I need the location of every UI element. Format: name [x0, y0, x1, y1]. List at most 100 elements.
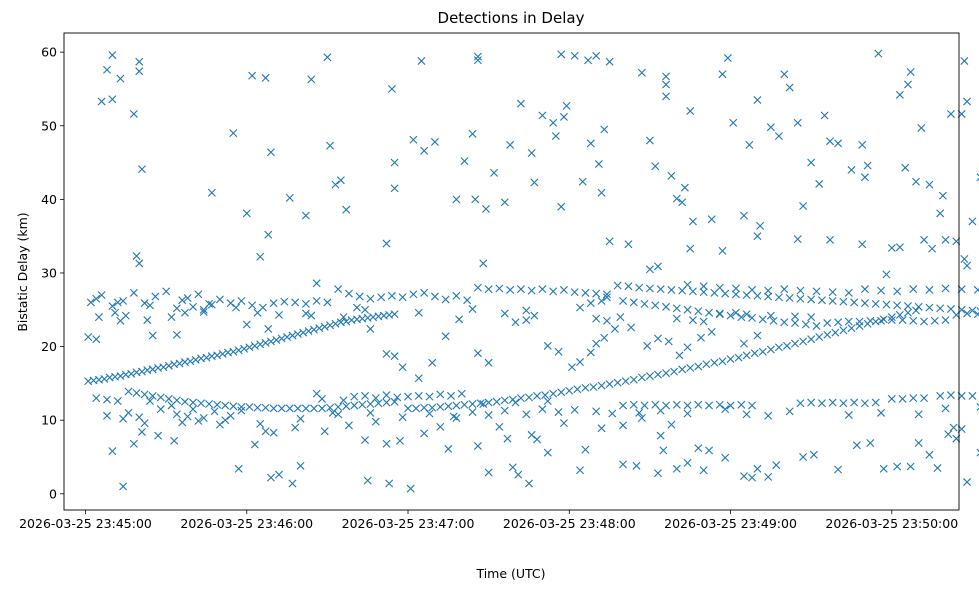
detection-point: [336, 176, 345, 185]
detection-point: [909, 316, 918, 325]
detection-point: [938, 191, 947, 200]
detection-point: [119, 296, 128, 305]
detection-point: [898, 316, 907, 325]
detection-point: [342, 402, 351, 411]
detection-point: [589, 383, 598, 392]
detection-point: [334, 410, 343, 419]
detection-point: [737, 400, 746, 409]
detection-point: [146, 397, 154, 406]
detection-point: [807, 398, 816, 407]
detection-point: [705, 308, 714, 317]
detection-point: [914, 439, 923, 448]
detection-point: [877, 316, 886, 325]
detection-point: [887, 313, 896, 322]
detection-point: [834, 139, 843, 148]
detection-point: [215, 295, 224, 304]
detection-point: [895, 243, 904, 252]
detection-point: [342, 317, 351, 326]
detection-point: [213, 351, 222, 360]
detection-point: [791, 339, 800, 348]
x-tick-label: 2026-03-25 23:46:00: [180, 516, 313, 531]
detection-point: [619, 401, 628, 410]
detection-point: [232, 303, 241, 312]
detection-point: [920, 235, 929, 244]
detection-point: [178, 296, 187, 305]
detection-point: [412, 404, 421, 413]
detection-point: [764, 411, 773, 420]
detection-point: [594, 160, 603, 169]
detection-point: [941, 316, 950, 325]
detection-point: [143, 316, 152, 325]
detection-point: [148, 331, 157, 340]
detection-point: [108, 51, 117, 60]
detection-point: [817, 399, 826, 408]
detection-point: [92, 294, 101, 303]
detection-point: [834, 318, 843, 327]
detection-point: [624, 282, 633, 291]
detection-point: [976, 173, 979, 182]
y-tick-label: 40: [41, 192, 57, 207]
detection-point: [941, 235, 950, 244]
detection-point: [742, 351, 751, 360]
detection-point: [140, 419, 149, 428]
detection-point: [653, 469, 662, 478]
detection-point: [452, 413, 461, 422]
detection-point: [234, 346, 243, 355]
detection-point: [739, 472, 748, 481]
detection-point: [516, 99, 525, 108]
detection-point: [522, 306, 531, 315]
detection-point: [140, 299, 149, 308]
detection-point: [815, 333, 824, 342]
detection-point: [183, 412, 192, 421]
detection-point: [758, 347, 767, 356]
detection-point: [672, 194, 681, 203]
detection-point: [640, 401, 649, 410]
detection-point: [320, 427, 329, 436]
detection-point: [877, 408, 886, 417]
detection-point: [352, 303, 361, 312]
detection-point: [672, 400, 681, 409]
detection-point: [917, 123, 926, 132]
detection-point: [645, 284, 654, 293]
detection-point: [285, 193, 294, 202]
detection-point: [879, 315, 888, 324]
detection-point: [597, 424, 606, 433]
detection-point: [637, 68, 646, 77]
detection-point: [895, 310, 904, 319]
detection-point: [705, 446, 714, 455]
y-axis-label: Bistatic Delay (km): [15, 212, 30, 331]
x-axis-ticks: 2026-03-25 23:45:00 2026-03-25 23:46:00 20…: [19, 510, 958, 531]
detection-point: [269, 299, 278, 308]
detection-point: [538, 111, 547, 120]
detection-point: [584, 56, 593, 65]
detection-point: [826, 235, 834, 244]
detection-point: [436, 402, 445, 411]
detection-point: [799, 337, 808, 346]
detection-point: [361, 305, 370, 314]
detection-point: [277, 334, 286, 343]
detection-point: [774, 343, 783, 352]
detection-point: [393, 393, 402, 402]
detection-point: [586, 299, 595, 308]
detection-point: [452, 401, 461, 410]
detection-point: [739, 211, 748, 220]
detection-point: [828, 398, 837, 407]
detection-point: [473, 349, 482, 358]
detection-point: [963, 309, 972, 318]
detection-point: [605, 237, 614, 246]
detection-point: [696, 333, 705, 342]
detection-point: [484, 398, 493, 407]
detection-point: [675, 351, 684, 360]
y-tick-label: 50: [41, 118, 57, 133]
detection-point: [248, 71, 257, 80]
detection-point: [495, 284, 504, 293]
detection-point: [664, 337, 673, 346]
detection-point: [132, 252, 141, 261]
detection-point: [756, 221, 765, 230]
detection-point: [906, 462, 915, 471]
y-tick-label: 30: [41, 265, 57, 280]
detection-point: [925, 303, 934, 312]
detection-point: [616, 313, 625, 322]
detection-point: [627, 323, 636, 332]
